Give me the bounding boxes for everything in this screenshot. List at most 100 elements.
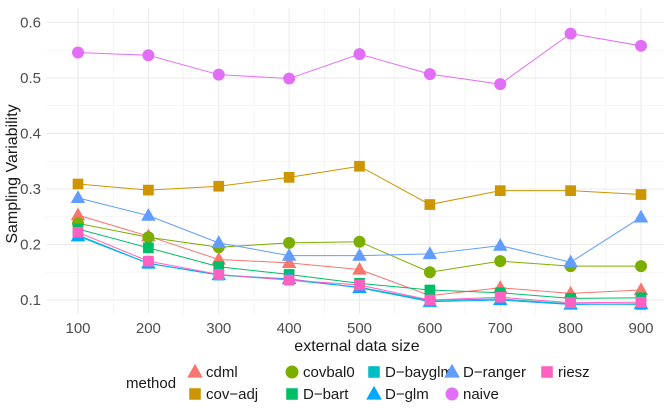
data-point xyxy=(633,209,649,223)
y-axis-title: Sampling Variability xyxy=(4,104,21,243)
y-tick-label: 0.6 xyxy=(20,15,41,32)
data-point xyxy=(281,255,297,268)
legend-label: D−bayglm xyxy=(385,364,453,381)
x-tick-label: 600 xyxy=(417,320,442,337)
data-point xyxy=(283,274,295,286)
data-point xyxy=(635,189,647,200)
data-point xyxy=(213,269,225,280)
x-tick-label: 500 xyxy=(347,320,372,337)
data-point xyxy=(352,247,367,261)
data-point xyxy=(213,180,225,192)
x-tick-label: 800 xyxy=(558,320,583,337)
data-point xyxy=(565,297,576,309)
y-tick-label: 0.3 xyxy=(20,181,41,198)
legend-label: riesz xyxy=(558,364,590,381)
data-point xyxy=(633,282,649,296)
series-cov−adj xyxy=(72,160,647,210)
data-point xyxy=(424,199,436,210)
series-riesz xyxy=(72,226,647,309)
legend-key xyxy=(189,388,201,400)
data-point xyxy=(141,208,156,221)
legend-key xyxy=(368,366,380,378)
data-point xyxy=(635,39,647,52)
data-point xyxy=(72,46,84,59)
legend-key xyxy=(286,388,298,400)
data-point xyxy=(143,255,154,267)
data-point xyxy=(211,235,226,248)
x-tick-label: 400 xyxy=(277,320,302,337)
data-point xyxy=(283,236,296,249)
data-point xyxy=(142,49,155,62)
data-point xyxy=(635,296,647,308)
legend-item: cov−adj xyxy=(189,386,258,403)
legend-label: cov−adj xyxy=(206,386,258,403)
data-point xyxy=(423,266,436,279)
series-naive xyxy=(72,27,647,91)
x-tick-label: 900 xyxy=(628,320,653,337)
data-point xyxy=(72,178,84,190)
y-tick-label: 0.2 xyxy=(20,237,41,254)
legend-key xyxy=(445,387,459,401)
data-point xyxy=(564,27,577,40)
data-point xyxy=(143,184,154,196)
data-point xyxy=(494,185,506,197)
legend-item: naive xyxy=(445,386,499,403)
y-tick-label: 0.5 xyxy=(20,70,41,87)
data-point xyxy=(493,237,508,251)
legend-item: D−bayglm xyxy=(368,364,453,381)
data-point xyxy=(352,261,367,275)
data-point xyxy=(353,235,366,248)
x-tick-label: 200 xyxy=(136,320,161,337)
data-point xyxy=(494,291,506,303)
data-point xyxy=(70,190,86,204)
data-point xyxy=(424,284,436,296)
legend: method cdml cov−adj covbal0 D−bart D−bayglm D… xyxy=(126,363,590,403)
data-point xyxy=(423,68,436,81)
data-point xyxy=(494,255,507,268)
data-point xyxy=(283,171,295,183)
legend-label: cdml xyxy=(206,364,238,381)
data-point xyxy=(635,260,647,273)
data-point xyxy=(213,261,225,273)
legend-item: D−glm xyxy=(366,385,429,403)
data-point xyxy=(353,48,366,61)
x-tick-label: 100 xyxy=(65,320,90,337)
data-point xyxy=(422,246,438,260)
legend-title: method xyxy=(126,375,176,392)
legend-label: naive xyxy=(463,386,499,403)
y-tick-label: 0.4 xyxy=(20,126,41,143)
data-point xyxy=(354,160,365,172)
data-point xyxy=(354,279,365,291)
data-point xyxy=(563,254,578,268)
legend-key xyxy=(285,365,299,379)
y-tick-label: 0.1 xyxy=(20,292,41,309)
legend-item: D−bart xyxy=(286,386,349,403)
series-D−ranger xyxy=(70,190,649,268)
legend-key xyxy=(541,366,553,378)
x-axis-title: external data size xyxy=(294,338,420,355)
legend-key xyxy=(444,363,460,378)
data-point xyxy=(283,72,296,85)
legend-key xyxy=(366,385,382,400)
data-point xyxy=(565,185,576,197)
data-point xyxy=(143,242,154,254)
y-axis: 0.1 0.2 0.3 0.4 0.5 0.6 xyxy=(20,15,41,310)
x-axis: 100 200 300 400 500 600 700 800 900 xyxy=(65,320,653,337)
legend-key xyxy=(187,363,203,378)
legend-label: D−ranger xyxy=(463,364,526,381)
x-tick-label: 700 xyxy=(488,320,513,337)
data-point xyxy=(281,247,297,261)
legend-item: riesz xyxy=(541,364,590,381)
legend-item: covbal0 xyxy=(285,364,355,381)
legend-label: D−bart xyxy=(303,386,349,403)
legend-item: cdml xyxy=(187,363,238,381)
data-point xyxy=(212,68,225,81)
legend-label: D−glm xyxy=(385,386,429,403)
legend-label: covbal0 xyxy=(303,364,355,381)
series-layer xyxy=(70,27,649,310)
x-tick-label: 300 xyxy=(206,320,231,337)
data-point xyxy=(494,78,507,91)
data-point xyxy=(142,231,155,244)
